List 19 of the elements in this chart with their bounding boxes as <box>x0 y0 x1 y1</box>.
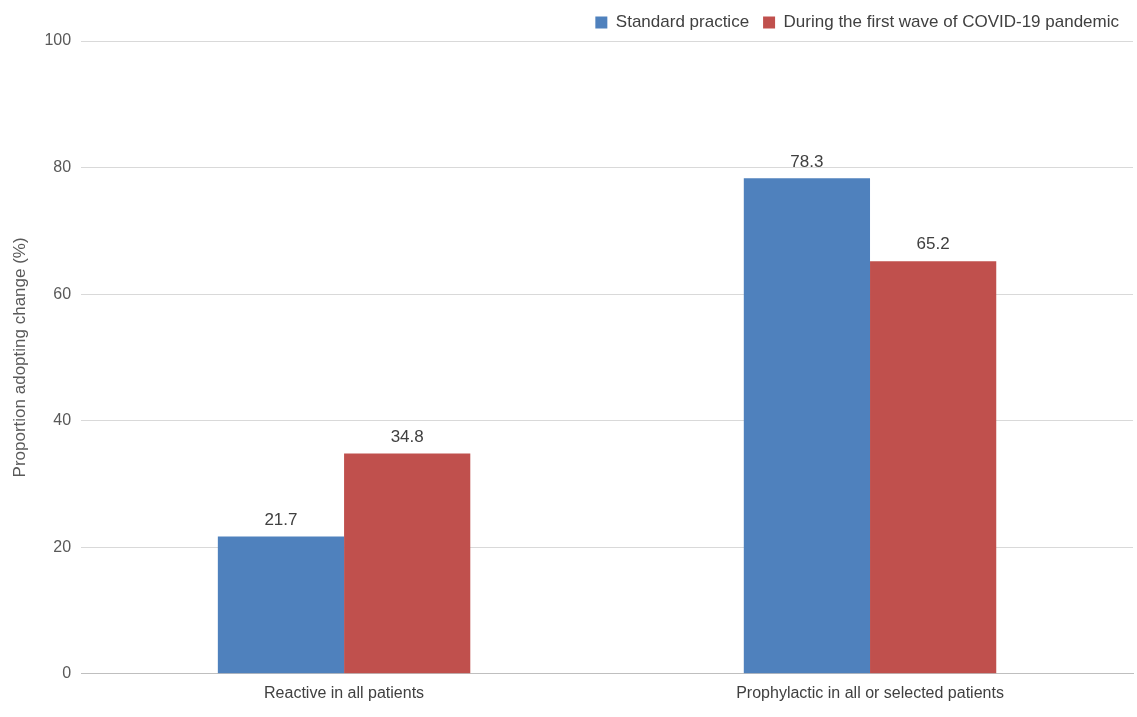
y-tick-label: 20 <box>53 537 72 555</box>
y-tick-label: 80 <box>53 157 72 175</box>
legend-label: During the first wave of COVID-19 pandemic <box>783 12 1120 32</box>
bar <box>344 453 471 674</box>
bar <box>870 261 997 674</box>
bar <box>217 536 345 674</box>
x-tick-label: Prophylactic in all or selected patients <box>736 683 1004 701</box>
y-tick-label: 0 <box>62 664 72 682</box>
data-label: 78.3 <box>790 151 824 171</box>
bar <box>743 178 871 674</box>
data-label: 21.7 <box>264 509 298 529</box>
data-label: 65.2 <box>916 234 950 254</box>
y-tick-label: 40 <box>53 411 72 429</box>
data-label: 34.8 <box>390 426 424 446</box>
y-axis-title: Proportion adopting change (%) <box>9 237 29 478</box>
y-tick-label: 60 <box>53 284 72 302</box>
legend-label: Standard practice <box>615 12 750 32</box>
y-tick-label: 100 <box>44 31 72 49</box>
x-tick-label: Reactive in all patients <box>264 683 425 701</box>
